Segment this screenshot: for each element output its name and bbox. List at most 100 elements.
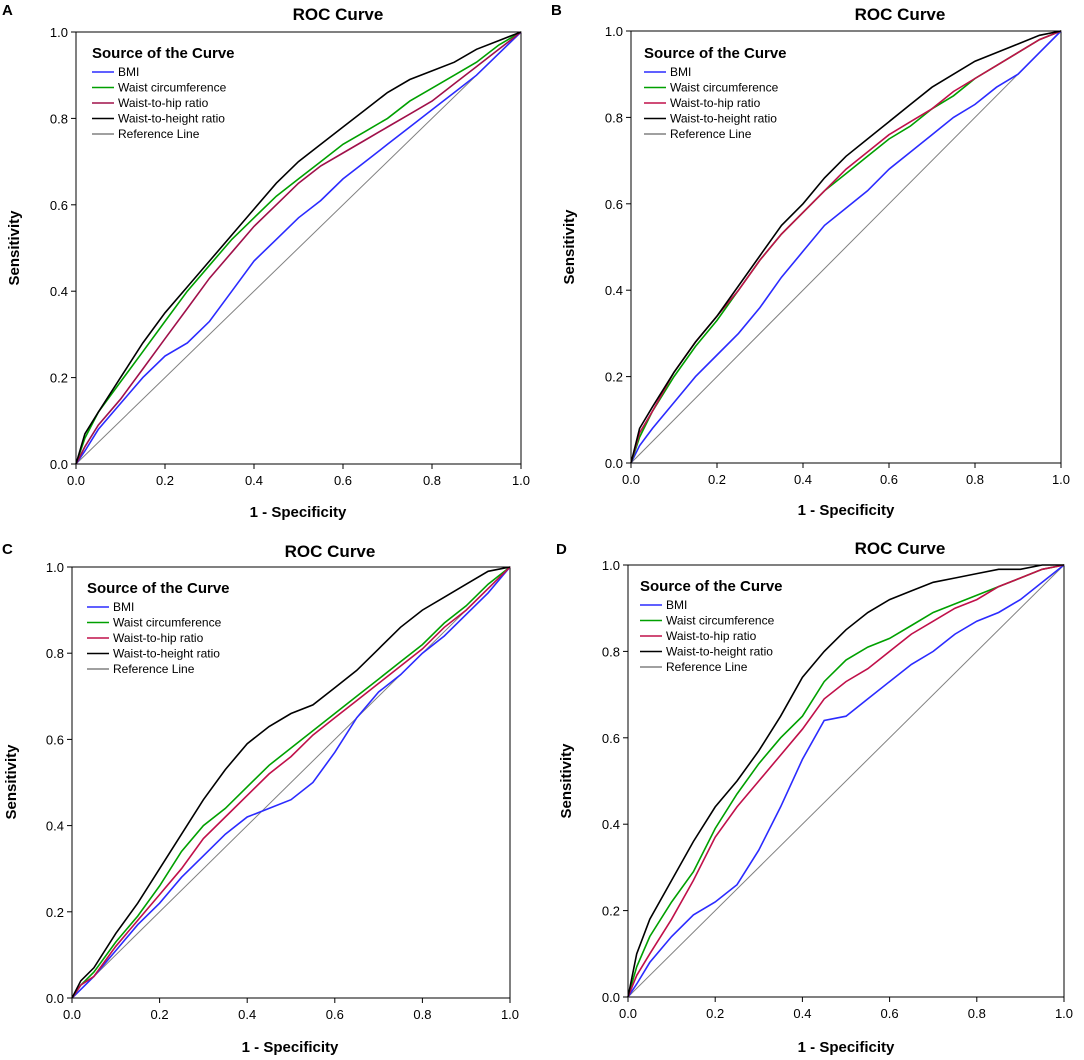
x-tick-label-b: 1.0 [1052,472,1070,487]
x-tick-label-a: 0.2 [156,473,174,488]
legend-b: Source of the Curve BMI Waist circumferen… [644,45,787,141]
legend-label-bmi-d: BMI [666,598,687,612]
series-line-waist-to-height-ratio-d [627,564,1064,998]
legend-d: Source of the Curve BMI Waist circumferen… [640,578,783,674]
y-axis-label-d: Sensitivity [558,743,575,819]
legend-label-reference-line-b: Reference Line [670,127,752,141]
panel-d: D ROC Curve 0.0 0.2 0.4 0.6 0.8 1.00.00.20.40… [556,539,1073,1056]
legend-label-bmi-c: BMI [113,600,134,614]
x-tick-label-d: 0.2 [706,1006,724,1021]
legend-label-waist-to-height-ratio-c: Waist-to-height ratio [113,647,220,661]
series-line-bmi-a [75,31,522,465]
chart-title-d: ROC Curve [855,539,946,558]
legend-label-waist-to-hip-ratio-b: Waist-to-hip ratio [670,96,761,110]
x-tick-label-a: 0.8 [423,473,441,488]
x-tick-label-a: 1.0 [512,473,530,488]
plot-area-b: 0.0 0.2 0.4 0.6 0.8 1.0 0.0 0.2 0.4 0.6 0.8 1.0 Sou… [605,24,1070,487]
legend-label-waist-circumference-d: Waist circumference [666,614,775,628]
x-tick-label-c: 0.2 [151,1007,169,1022]
x-axis-label-c: 1 - Specificity [242,1039,339,1056]
series-line-bmi-d [627,564,1065,998]
y-axis-label-b: Sensitivity [561,209,578,285]
y-tick-label-c: 0.4 [46,819,64,834]
series-line-waist-circumference-a [75,31,522,465]
legend-label-bmi-b: BMI [670,65,691,79]
x-tick-label-c: 0.0 [63,1007,81,1022]
x-tick-label-d: 0.4 [793,1006,811,1021]
legend-label-waist-circumference-c: Waist circumference [113,616,222,630]
series-line-waist-circumference-c [71,566,511,999]
legend-a: Source of the Curve BMI Waist circumferen… [92,45,235,141]
x-tick-label-d: 0.6 [881,1006,899,1021]
panel-a: A ROC Curve 0.0 0.2 0.4 0.6 0.8 1.00.00.20.40… [2,2,530,521]
series-line-waist-circumference-d [627,564,1065,998]
y-axis-label-c: Sensitivity [3,744,20,820]
legend-c: Source of the Curve BMI Waist circumferen… [87,580,230,676]
x-tick-label-c: 0.4 [238,1007,256,1022]
y-tick-label-b: 0.8 [605,110,623,125]
panel-c: C ROC Curve 0.0 0.2 0.4 0.6 0.8 1.00.00.20.40… [2,541,519,1056]
x-axis-label-b: 1 - Specificity [798,502,895,519]
y-tick-label-d: 0.2 [602,904,620,919]
panel-label-a: A [2,2,13,19]
plot-area-c: 0.0 0.2 0.4 0.6 0.8 1.0 0.0 0.2 0.4 0.6 0.8 1.0 Sou… [46,560,519,1022]
plot-area-d: 0.0 0.2 0.4 0.6 0.8 1.0 0.0 0.2 0.4 0.6 0.8 1.0 Sou… [602,558,1073,1021]
series-line-reference-line-c [71,566,511,999]
x-axis-label-a: 1 - Specificity [250,504,347,521]
legend-label-waist-to-height-ratio-a: Waist-to-height ratio [118,112,225,126]
y-tick-label-b: 0.6 [605,197,623,212]
y-tick-label-a: 0.2 [50,371,68,386]
series-line-waist-to-height-ratio-c [71,566,511,999]
y-tick-label-c: 0.8 [46,646,64,661]
chart-title-b: ROC Curve [855,5,946,24]
series-line-waist-to-height-ratio-a [75,31,522,465]
series-line-reference-line-a [75,31,522,465]
legend-title-d: Source of the Curve [640,578,783,595]
legend-title-b: Source of the Curve [644,45,787,62]
panel-label-c: C [2,541,13,558]
y-axis-label-a: Sensitivity [6,210,23,286]
y-tick-label-c: 0.6 [46,732,64,747]
x-axis-label-d: 1 - Specificity [798,1039,895,1056]
series-line-waist-to-hip-ratio-d [627,564,1065,998]
x-tick-label-c: 0.8 [413,1007,431,1022]
legend-label-reference-line-a: Reference Line [118,127,200,141]
legend-title-a: Source of the Curve [92,45,235,62]
legend-label-waist-to-height-ratio-d: Waist-to-height ratio [666,645,773,659]
x-tick-label-a: 0.6 [334,473,352,488]
legend-label-waist-to-height-ratio-b: Waist-to-height ratio [670,112,777,126]
series-line-waist-to-hip-ratio-c [71,566,511,999]
x-tick-label-b: 0.0 [622,472,640,487]
chart-title-a: ROC Curve [293,5,384,24]
x-tick-label-a: 0.0 [67,473,85,488]
series-line-reference-line-d [627,564,1065,998]
y-tick-label-b: 0.4 [605,283,623,298]
x-tick-label-d: 0.8 [968,1006,986,1021]
y-tick-label-a: 0.8 [50,111,68,126]
y-tick-label-a: 0.0 [50,457,68,472]
chart-title-c: ROC Curve [285,542,376,561]
plot-area-a: 0.0 0.2 0.4 0.6 0.8 1.0 0.0 0.2 0.4 0.6 0.8 1.0 Sou… [50,25,530,488]
y-tick-label-d: 0.4 [602,817,620,832]
series-line-reference-line-b [630,30,1062,464]
y-tick-label-a: 0.4 [50,284,68,299]
x-tick-label-c: 1.0 [501,1007,519,1022]
panel-label-b: B [551,2,562,19]
y-tick-label-d: 0.8 [602,644,620,659]
y-tick-label-b: 0.2 [605,370,623,385]
y-tick-label-d: 0.6 [602,731,620,746]
y-tick-label-c: 0.2 [46,905,64,920]
legend-label-waist-to-hip-ratio-c: Waist-to-hip ratio [113,631,204,645]
x-tick-label-b: 0.8 [966,472,984,487]
x-tick-label-b: 0.2 [708,472,726,487]
series-line-waist-to-hip-ratio-a [75,31,522,465]
legend-label-reference-line-c: Reference Line [113,662,195,676]
x-tick-label-d: 0.0 [619,1006,637,1021]
x-tick-label-c: 0.6 [326,1007,344,1022]
y-tick-label-a: 1.0 [50,25,68,40]
x-tick-label-b: 0.6 [880,472,898,487]
y-tick-label-b: 1.0 [605,24,623,39]
y-tick-label-b: 0.0 [605,456,623,471]
series-line-bmi-c [71,566,511,999]
